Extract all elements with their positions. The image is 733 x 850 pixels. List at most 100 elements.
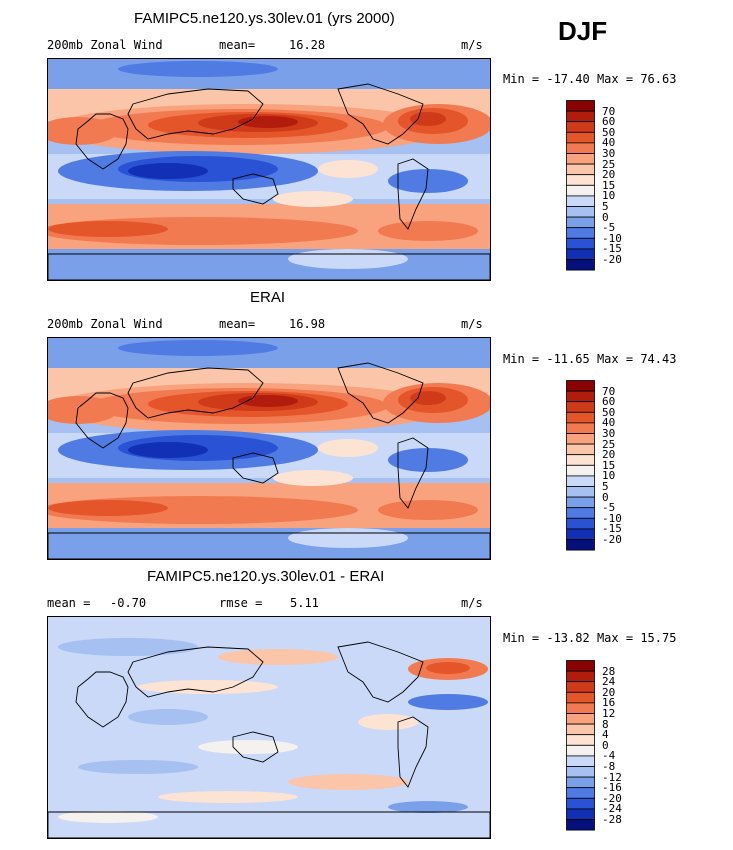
colorbar-tick-label: 50 [602,405,616,419]
colorbar-svg [566,660,595,831]
colorbar-swatch [566,433,595,445]
panel1-map [47,58,491,281]
colorbar-swatch [566,195,595,207]
coastline [127,646,264,698]
coastline [337,641,424,703]
colorbar-tick-label: 20 [602,168,616,182]
panel2-max-label: Max = [596,352,634,366]
panel3-min-label: Min = [503,631,540,645]
coastline [397,716,429,788]
colorbar-swatch [566,380,595,392]
field-contour [288,774,408,790]
colorbar-swatch [566,121,595,133]
coastline [232,452,279,484]
colorbar-tick-label: 20 [602,685,616,699]
field-contour [388,801,468,813]
field-contour [388,169,468,193]
panel1-max-label: Max = [596,72,634,86]
colorbar-swatch [566,713,595,725]
colorbar-swatch [566,744,595,757]
colorbar-tick-label: 70 [602,104,616,118]
field-contour [48,59,490,89]
colorbar-swatch [566,776,595,789]
panel1-colorbar [566,100,595,271]
field-contour [273,191,353,207]
panel3-min-value: -13.82 [546,631,590,645]
colorbar-swatch [566,422,595,434]
colorbar-tick-label: -20 [602,791,622,805]
colorbar-swatch [566,227,595,239]
colorbar-tick-label: 10 [602,189,616,203]
colorbar-swatch [566,401,595,413]
panel3-mean-label: mean = [47,596,91,610]
colorbar-swatch [566,100,595,112]
coastline [397,437,429,509]
coastline [75,671,129,728]
colorbar-tick-label: -12 [602,770,622,784]
colorbar-swatch [566,110,595,123]
colorbar-swatch [566,142,595,154]
panel3-max-value: 15.75 [640,631,677,645]
coastline [127,88,264,140]
field-contour [128,163,208,179]
colorbar-swatch [566,216,595,229]
field-contour [118,340,278,356]
colorbar-tick-label: 40 [602,136,616,150]
colorbar-tick-label: -16 [602,781,622,795]
coastline [127,367,264,419]
coastline [48,811,490,838]
field-contour [218,649,338,665]
colorbar-tick-label: 50 [602,125,616,139]
field-contour [318,439,378,457]
field-contour [128,442,208,458]
colorbar-tick-label: -20 [602,533,622,546]
panel3-units: m/s [461,596,483,610]
panel2-colorbar [566,380,595,551]
panel1-min-label: Min = [503,72,540,86]
colorbar-swatch [566,797,595,810]
colorbar-swatch [566,237,595,250]
colorbar-swatch [566,702,595,714]
field-contour [318,160,378,178]
colorbar-tick-label: -24 [602,802,622,816]
panel2-units: m/s [461,317,483,331]
field-contour [158,791,298,803]
colorbar-tick-label: -20 [602,253,622,266]
panel2-title: ERAI [250,289,286,306]
colorbar-swatch [566,163,595,176]
panel1-variable-label: 200mb Zonal Wind [47,38,163,52]
colorbar-swatch [566,259,595,271]
panel1-title: FAMIPC5.ne120.ys.30lev.01 (yrs 2000) [134,10,395,27]
colorbar-tick-label: -5 [602,501,616,515]
colorbar-tick-label: -10 [602,511,622,525]
season-label: DJF [558,16,608,46]
field-contour [48,500,168,516]
field-contour [48,396,118,424]
panel2-minmax: Min = -11.65 Max = 74.43 [503,352,676,366]
colorbar-swatch [566,206,595,218]
field-contour [273,470,353,486]
coastline [75,113,129,170]
colorbar-swatch [566,819,595,831]
colorbar-swatch [566,755,595,767]
field-contour [48,338,490,368]
colorbar-swatch [566,443,595,456]
panel1-max-value: 76.63 [640,72,677,86]
colorbar-tick-label: 16 [602,696,616,710]
field-contour [118,61,278,77]
panel2-map [47,337,491,560]
colorbar-tick-label: 28 [602,664,616,678]
panel2-mean-value: 16.98 [289,317,326,331]
coastline [75,392,129,449]
colorbar-swatch [566,131,595,144]
panel3-mean-value: -0.70 [110,596,147,610]
colorbar-tick-label: 70 [602,384,616,398]
panel2-map-svg [48,338,490,559]
panel2-max-value: 74.43 [640,352,677,366]
panel1-map-svg [48,59,490,280]
field-contour [48,221,168,237]
field-contour [426,662,470,674]
colorbar-swatch [566,787,595,799]
colorbar-swatch [566,539,595,551]
panel2-variable-label: 200mb Zonal Wind [47,317,163,331]
